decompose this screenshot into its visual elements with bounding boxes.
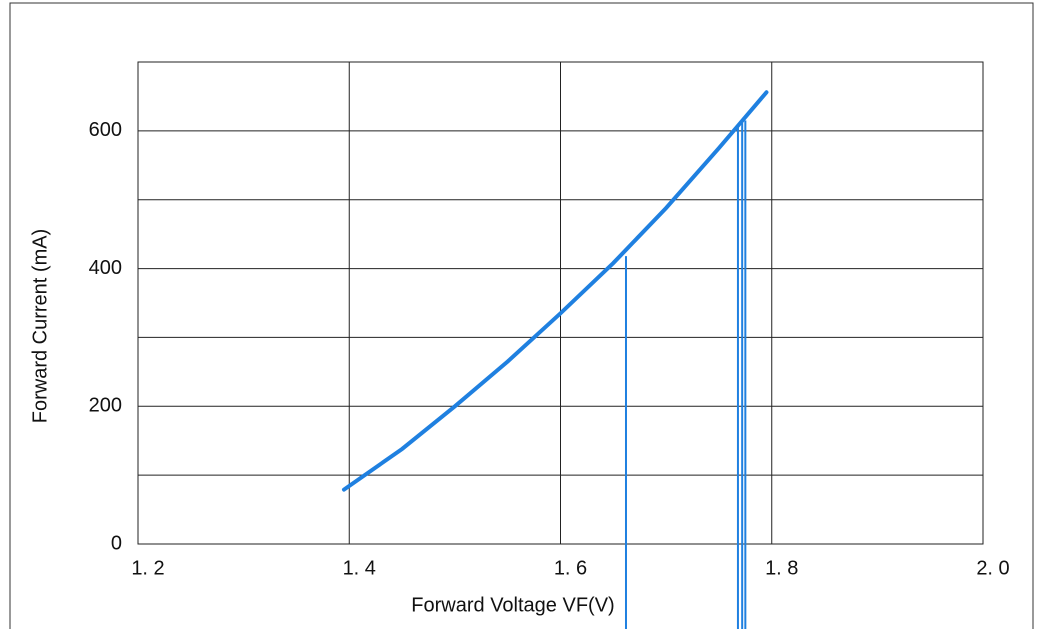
x-tick-label: 1. 2 (131, 557, 164, 579)
chart: Forward Current (mA) Forward Voltage VF(… (0, 0, 1045, 629)
x-tick-label: 1. 6 (554, 557, 587, 579)
y-tick-label: 0 (111, 532, 122, 554)
x-tick-label: 1. 4 (343, 557, 376, 579)
x-tick-label: 1. 8 (765, 557, 798, 579)
x-tick-label: 2. 0 (976, 557, 1009, 579)
data-line (344, 92, 767, 489)
frame (10, 3, 1033, 629)
y-tick-label: 400 (89, 257, 122, 279)
x-axis-label: Forward Voltage VF(V) (411, 594, 614, 616)
y-tick-label: 600 (89, 119, 122, 141)
y-tick-label: 200 (89, 395, 122, 417)
y-axis-label: Forward Current (mA) (29, 229, 51, 423)
